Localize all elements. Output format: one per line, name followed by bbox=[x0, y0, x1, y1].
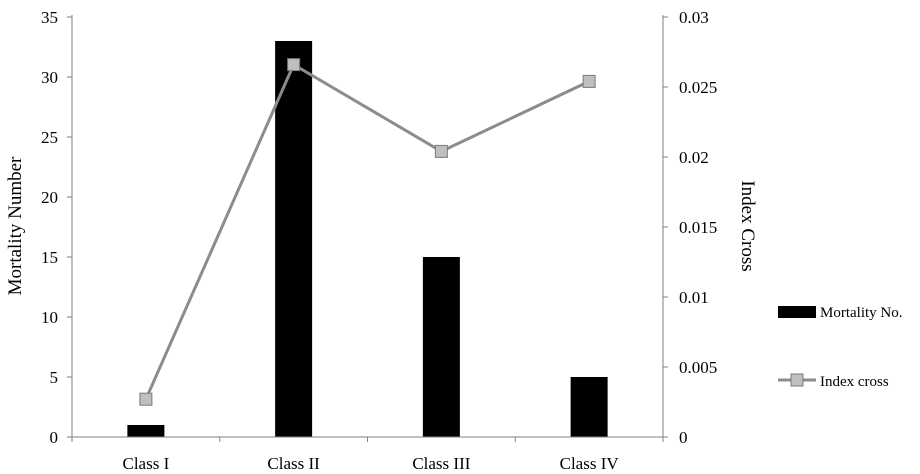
bar-class-i bbox=[127, 425, 165, 437]
legend-swatch-bar bbox=[778, 306, 816, 318]
left-tick-label: 5 bbox=[50, 368, 59, 387]
right-axis-ticks: 0 0.005 0.01 0.015 0.02 0.025 0.03 bbox=[663, 8, 717, 447]
bar-class-iii bbox=[422, 257, 460, 437]
line-series bbox=[139, 58, 596, 406]
legend-item-bar: Mortality No. bbox=[778, 305, 903, 321]
point-class-iv bbox=[582, 74, 596, 88]
bar-class-iv bbox=[570, 377, 608, 437]
x-tick-label: Class I bbox=[123, 454, 170, 473]
y-axis-title-left: Mortality Number bbox=[5, 156, 26, 295]
point-class-iii bbox=[434, 144, 448, 158]
left-tick-label: 15 bbox=[41, 248, 58, 267]
axes bbox=[71, 15, 664, 438]
right-tick-label: 0.015 bbox=[679, 218, 717, 237]
x-tick-label: Class IV bbox=[560, 454, 620, 473]
x-axis-ticks: Class I Class II Class III Class IV bbox=[71, 437, 664, 473]
left-tick-label: 10 bbox=[41, 308, 58, 327]
x-tick-label: Class II bbox=[267, 454, 320, 473]
right-tick-label: 0 bbox=[679, 428, 688, 447]
right-tick-label: 0.025 bbox=[679, 78, 717, 97]
legend-item-line: Index cross bbox=[778, 373, 889, 390]
right-tick-label: 0.01 bbox=[679, 288, 709, 307]
bar-series bbox=[127, 41, 608, 437]
point-class-i bbox=[139, 392, 153, 406]
left-tick-label: 0 bbox=[50, 428, 59, 447]
left-tick-label: 30 bbox=[41, 68, 58, 87]
legend-swatch-marker bbox=[790, 373, 804, 387]
left-tick-label: 20 bbox=[41, 188, 58, 207]
right-tick-label: 0.005 bbox=[679, 358, 717, 377]
legend-label-line: Index cross bbox=[820, 374, 889, 390]
bar-class-ii bbox=[275, 41, 313, 437]
left-tick-label: 35 bbox=[41, 8, 58, 27]
index-cross-line bbox=[144, 62, 590, 400]
y-axis-title-right: Index Cross bbox=[737, 180, 758, 271]
left-tick-label: 25 bbox=[41, 128, 58, 147]
point-class-ii bbox=[287, 58, 301, 72]
legend: Mortality No. Index cross bbox=[778, 305, 903, 390]
legend-label-bar: Mortality No. bbox=[820, 305, 903, 321]
x-tick-label: Class III bbox=[412, 454, 470, 473]
right-tick-label: 0.03 bbox=[679, 8, 709, 27]
right-tick-label: 0.02 bbox=[679, 148, 709, 167]
left-axis-ticks: 0 5 10 15 20 25 30 35 bbox=[41, 8, 72, 447]
